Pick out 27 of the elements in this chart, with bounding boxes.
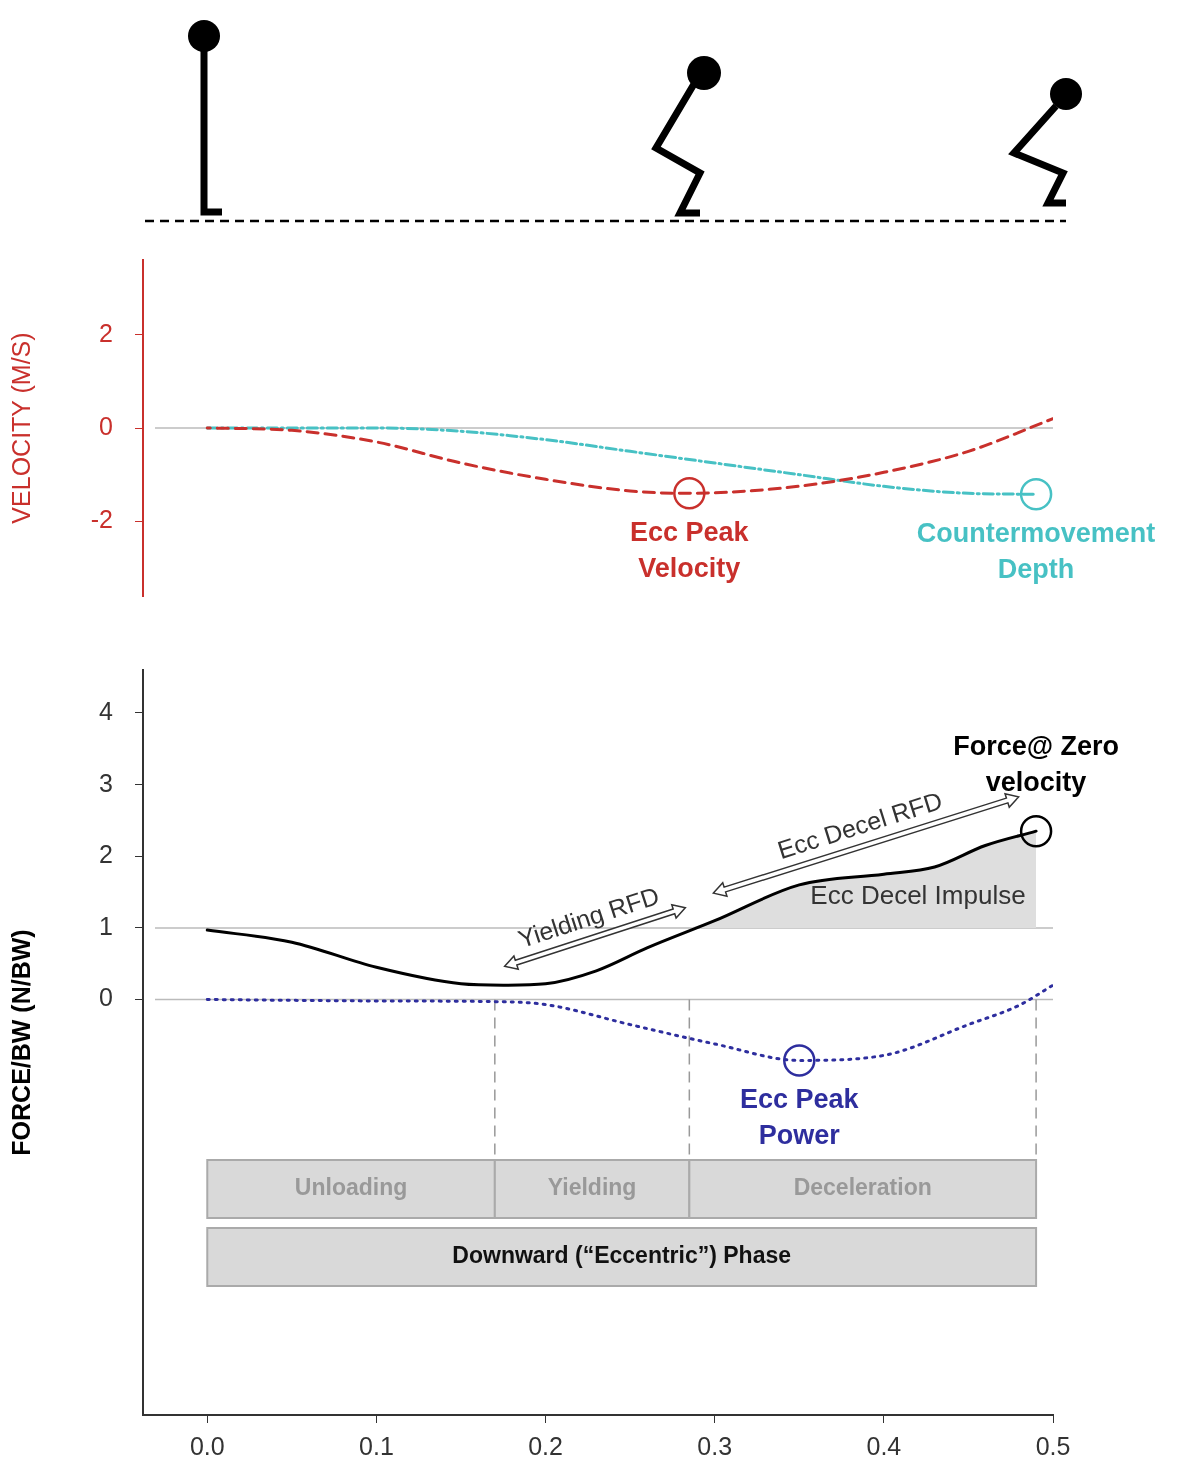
y-axis-title: VELOCITY (M/S) (6, 332, 35, 524)
annotation: Ecc Decel Impulse (810, 879, 1026, 910)
y-tick-label: 2 (99, 840, 113, 869)
annotation: Force@ Zero velocity (953, 730, 1120, 797)
annotation: Ecc Peak Power (739, 1083, 860, 1150)
y-tick-label: 0 (99, 983, 113, 1012)
band-label: Downward (“Eccentric”) Phase (452, 1242, 792, 1269)
y-tick-label: 0 (99, 411, 113, 440)
x-tick-label: 0.2 (528, 1431, 563, 1460)
x-tick-label: 0.1 (359, 1431, 394, 1460)
y-tick-label: 1 (99, 911, 113, 940)
annotation: Ecc Peak Velocity (630, 516, 750, 583)
x-tick-label: 0.3 (697, 1431, 733, 1460)
x-tick-label: 0.5 (1035, 1431, 1071, 1460)
band-label: Unloading (294, 1174, 408, 1201)
band-label: Yielding (547, 1174, 637, 1201)
annotation: Countermovement Depth (916, 517, 1156, 584)
y-axis-title: FORCE/BW (N/BW) (6, 929, 35, 1156)
annotation: Yielding RFD (514, 881, 663, 953)
annotation: Ecc Decel RFD (773, 785, 946, 865)
x-tick-label: 0.0 (189, 1431, 225, 1460)
y-tick-label: 2 (99, 318, 113, 347)
y-tick-label: 3 (99, 768, 113, 797)
band-label: Deceleration (793, 1174, 932, 1201)
y-tick-label: 4 (99, 696, 114, 725)
y-tick-label: -2 (90, 505, 113, 534)
x-tick-label: 0.4 (866, 1431, 902, 1460)
